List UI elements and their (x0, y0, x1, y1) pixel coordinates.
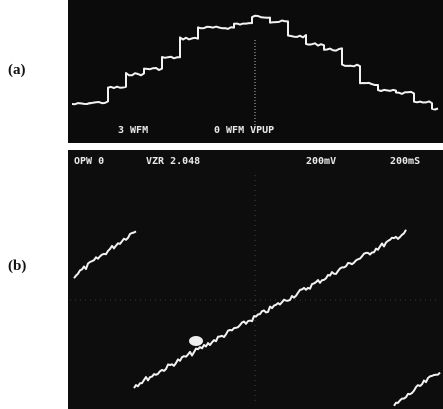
readout: 200mV (306, 156, 336, 167)
readout: 3 WFM (118, 125, 148, 136)
page: (a) (b) 3 WFM 0 WFM VPUP OPW 0 VZR 2.048… (0, 0, 443, 409)
panel-label: (a) (8, 62, 26, 78)
readout: 0 WFM VPUP (214, 125, 274, 136)
readout: 200mS (390, 156, 420, 167)
panel-b-screen (68, 150, 443, 409)
figure: (a) (b) 3 WFM 0 WFM VPUP OPW 0 VZR 2.048… (0, 0, 443, 409)
readout: OPW 0 (74, 156, 104, 167)
spot (189, 336, 203, 346)
readout: VZR 2.048 (146, 156, 200, 167)
panel-label: (b) (8, 258, 26, 274)
